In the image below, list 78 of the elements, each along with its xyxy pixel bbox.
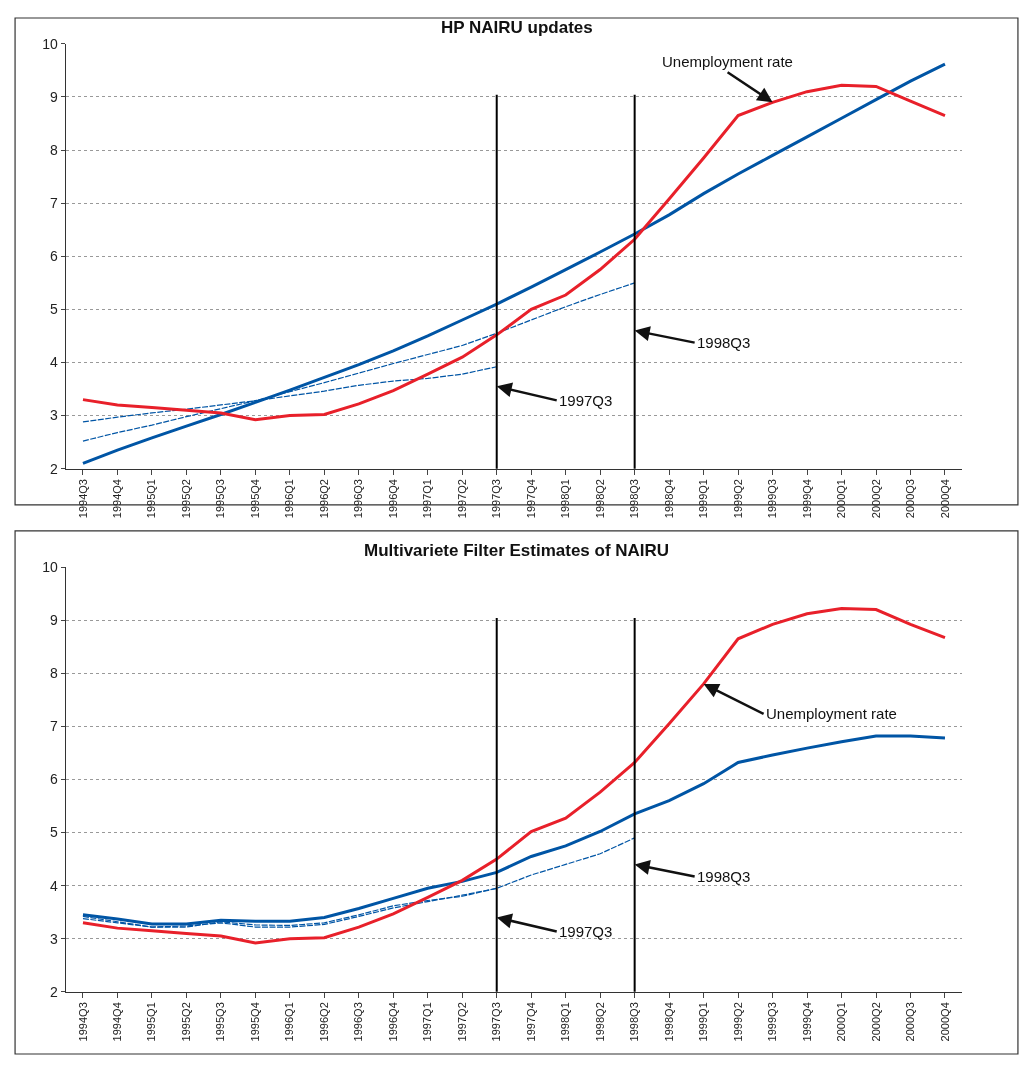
chart-title: HP NAIRU updates: [441, 18, 593, 37]
x-tick-label: 1996Q2: [317, 479, 330, 519]
x-tick-label: 1996Q4: [386, 1002, 399, 1042]
x-tick-label: 1997Q4: [524, 1002, 537, 1042]
x-tick-label: 2000Q1: [835, 1002, 848, 1042]
x-tick-label: 1999Q4: [800, 1002, 813, 1042]
x-tick-label: 1994Q4: [111, 479, 124, 519]
y-tick-label: 10: [42, 558, 59, 575]
x-tick-label: 1999Q4: [800, 479, 813, 519]
x-tick-label: 1995Q1: [145, 1002, 158, 1042]
y-tick-label: 9: [50, 88, 59, 105]
x-tick-label: 1995Q3: [214, 1002, 227, 1042]
x-tick-label: 1997Q1: [421, 1002, 434, 1042]
x-tick-label: 1998Q1: [559, 479, 572, 519]
y-tick-label: 10: [42, 35, 59, 52]
x-tick-label: 1996Q1: [283, 479, 296, 519]
x-tick-label: 2000Q2: [869, 1002, 882, 1042]
x-tick-label: 1995Q3: [214, 479, 227, 519]
y-tick-label: 4: [50, 354, 59, 371]
x-tick-label: 1996Q4: [386, 479, 399, 519]
y-tick-label: 8: [50, 665, 59, 682]
x-tick-label: 1999Q1: [697, 479, 710, 519]
x-tick-label: 1999Q1: [697, 1002, 710, 1042]
x-tick-label: 1998Q3: [628, 479, 641, 519]
y-tick-label: 2: [50, 983, 59, 1000]
x-tick-label: 2000Q4: [938, 1002, 951, 1042]
x-tick-label: 1997Q3: [490, 1002, 503, 1042]
x-tick-label: 1995Q4: [248, 479, 261, 519]
x-tick-label: 2000Q3: [904, 1002, 917, 1042]
x-tick-label: 1994Q4: [111, 1002, 124, 1042]
x-tick-label: 1998Q4: [662, 1002, 675, 1042]
annotation: 1998Q3: [697, 868, 751, 885]
x-tick-label: 1999Q2: [731, 1002, 744, 1042]
y-tick-label: 6: [50, 771, 59, 788]
annotation: 1997Q3: [559, 392, 613, 409]
x-tick-label: 1997Q1: [421, 479, 434, 519]
x-tick-label: 1998Q1: [559, 1002, 572, 1042]
chart-title: Multivariete Filter Estimates of NAIRU: [364, 541, 670, 560]
x-tick-label: 1999Q2: [731, 479, 744, 519]
x-tick-label: 1996Q3: [352, 479, 365, 519]
x-tick-label: 1995Q2: [179, 479, 192, 519]
y-tick-label: 8: [50, 141, 59, 158]
y-tick-label: 4: [50, 877, 59, 894]
x-tick-label: 1996Q1: [283, 1002, 296, 1042]
y-tick-label: 5: [50, 824, 59, 841]
y-tick-label: 7: [50, 718, 59, 735]
x-tick-label: 1995Q2: [179, 1002, 192, 1042]
x-tick-label: 1998Q2: [593, 479, 606, 519]
y-tick-label: 2: [50, 460, 59, 477]
y-tick-label: 6: [50, 248, 59, 265]
x-tick-label: 2000Q2: [869, 479, 882, 519]
y-tick-label: 3: [50, 407, 59, 424]
y-tick-label: 9: [50, 612, 59, 629]
x-tick-label: 1997Q3: [490, 479, 503, 519]
x-tick-label: 1997Q2: [455, 1002, 468, 1042]
x-tick-label: 1998Q4: [662, 479, 675, 519]
x-tick-label: 1995Q4: [248, 1002, 261, 1042]
y-tick-label: 3: [50, 930, 59, 947]
annotation: Unemployment rate: [662, 53, 793, 70]
x-tick-label: 1994Q3: [76, 1002, 89, 1042]
x-tick-label: 1997Q4: [524, 479, 537, 519]
annotation: 1997Q3: [559, 923, 613, 940]
x-tick-label: 1998Q3: [628, 1002, 641, 1042]
annotation: Unemployment rate: [766, 705, 897, 722]
annotation: 1998Q3: [697, 334, 751, 351]
x-tick-label: 2000Q4: [938, 479, 951, 519]
x-tick-label: 1999Q3: [766, 1002, 779, 1042]
x-tick-label: 1999Q3: [766, 479, 779, 519]
x-tick-label: 1998Q2: [593, 1002, 606, 1042]
x-tick-label: 2000Q1: [835, 479, 848, 519]
x-tick-label: 1994Q3: [76, 479, 89, 519]
x-tick-label: 2000Q3: [904, 479, 917, 519]
x-tick-label: 1995Q1: [145, 479, 158, 519]
x-tick-label: 1996Q3: [352, 1002, 365, 1042]
y-tick-label: 5: [50, 301, 59, 318]
x-tick-label: 1996Q2: [317, 1002, 330, 1042]
y-tick-label: 7: [50, 195, 59, 212]
x-tick-label: 1997Q2: [455, 479, 468, 519]
